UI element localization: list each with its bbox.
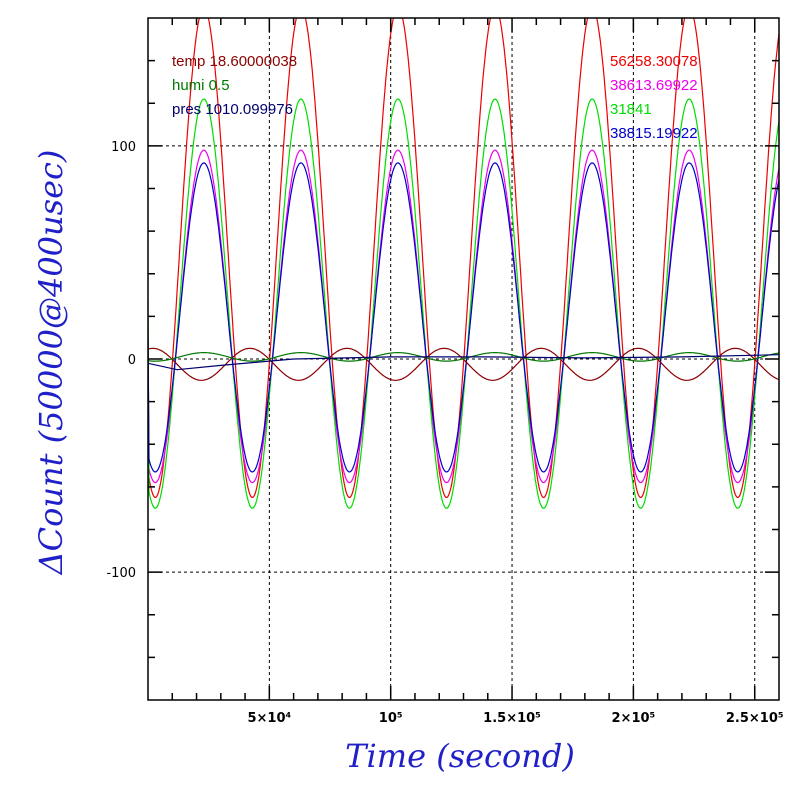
y-axis-title: ΔCount (50000@400usec) <box>32 150 70 577</box>
series-line-6 <box>148 354 779 371</box>
x-tick-label: 2.5×10⁵ <box>726 711 784 726</box>
y-tick-label: 0 <box>128 353 136 368</box>
y-tick-label: 100 <box>111 140 136 155</box>
tick-marks <box>148 18 779 700</box>
x-axis-title: Time (second) <box>345 737 575 775</box>
legend-right-entry: 56258.30078 <box>610 53 698 70</box>
legend-left-entry: humi 0.5 <box>172 77 230 94</box>
legend-left-entry: pres 1010.099976 <box>172 101 293 118</box>
legend-right-entry: 31841 <box>610 101 652 118</box>
x-tick-label: 1.5×10⁵ <box>483 711 541 726</box>
tick-labels: 5×10⁴ 10⁵ 1.5×10⁵ 2×10⁵ 2.5×10⁵ 100 0 -100 <box>106 140 783 726</box>
series-group <box>148 18 779 509</box>
legend-right: 56258.30078 38613.69922 31841 38815.19922 <box>610 53 698 142</box>
legend-left-entry: temp 18.60000038 <box>172 53 297 70</box>
series-line-1 <box>148 149 779 484</box>
legend-left: temp 18.60000038 humi 0.5 pres 1010.099976 <box>172 53 297 118</box>
series-line-3 <box>148 162 779 473</box>
x-tick-label: 10⁵ <box>379 711 403 726</box>
legend-right-entry: 38613.69922 <box>610 77 698 94</box>
series-line-0 <box>148 18 779 498</box>
legend-right-entry: 38815.19922 <box>610 125 698 142</box>
series-line-5 <box>148 352 779 362</box>
series-line-2 <box>148 98 779 509</box>
y-tick-label: -100 <box>106 566 136 581</box>
x-tick-label: 2×10⁵ <box>612 711 656 726</box>
x-tick-label: 5×10⁴ <box>247 711 291 726</box>
